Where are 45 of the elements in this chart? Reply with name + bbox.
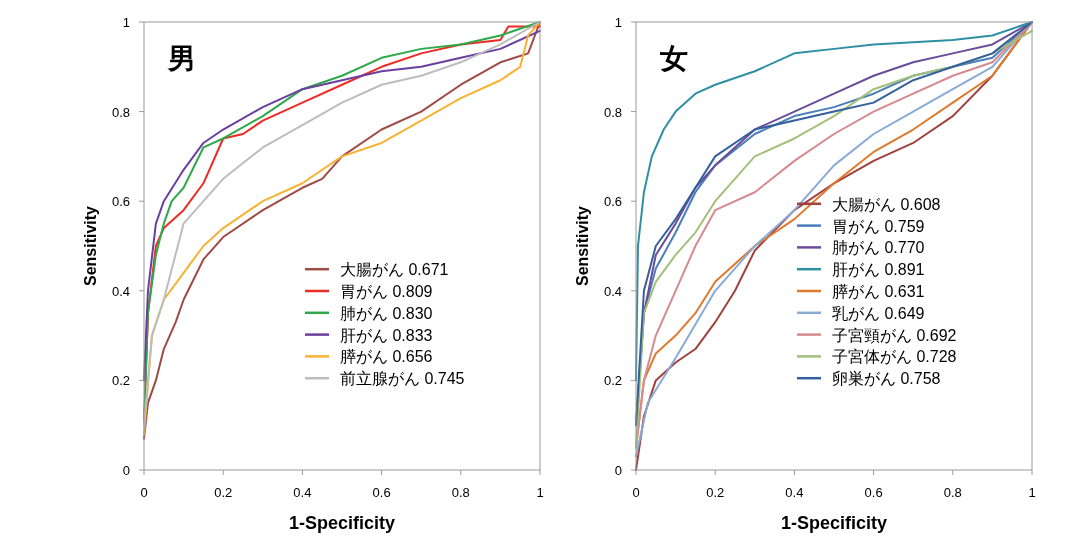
x-tick-label: 0.6 xyxy=(864,485,883,500)
legend-label: 肺がん 0.830 xyxy=(340,304,433,322)
legend-label: 胃がん 0.759 xyxy=(832,217,925,235)
legend-label: 子宮頸がん 0.692 xyxy=(832,326,957,344)
y-tick-label: 0 xyxy=(122,463,130,478)
legend-label: 大腸がん 0.608 xyxy=(832,195,941,213)
x-axis-title: 1-Specificity xyxy=(780,513,888,533)
x-axis-title: 1-Specificity xyxy=(288,513,396,533)
legend-label: 膵がん 0.656 xyxy=(340,348,433,366)
x-tick-label: 1 xyxy=(536,485,544,500)
y-tick-label: 0.6 xyxy=(111,194,130,210)
x-tick-label: 0.2 xyxy=(706,485,725,500)
y-tick-label: 0.2 xyxy=(603,373,622,389)
legend-label: 肝がん 0.891 xyxy=(832,261,925,279)
y-tick-label: 0.2 xyxy=(111,373,130,389)
x-tick-label: 0.2 xyxy=(214,485,233,500)
legend-label: 大腸がん 0.671 xyxy=(340,261,449,279)
y-tick-label: 0 xyxy=(614,463,622,478)
y-tick-label: 1 xyxy=(122,15,130,30)
y-axis-title: Sensitivity xyxy=(82,205,99,287)
text: 女 xyxy=(659,43,688,74)
x-tick-label: 0 xyxy=(632,485,640,500)
y-tick-label: 0.8 xyxy=(111,104,130,120)
y-tick-label: 0.8 xyxy=(603,104,622,120)
x-tick-label: 0.6 xyxy=(372,485,391,500)
text: 男 xyxy=(167,43,196,74)
legend-label: 肺がん 0.770 xyxy=(832,239,925,257)
y-tick-label: 1 xyxy=(614,15,622,30)
x-tick-label: 0 xyxy=(140,485,148,500)
y-tick-label: 0.4 xyxy=(111,283,130,299)
legend-label: 乳がん 0.649 xyxy=(832,304,925,322)
legend-label: 肝がん 0.833 xyxy=(340,326,433,344)
x-tick-label: 0.8 xyxy=(451,485,470,500)
x-tick-label: 0.4 xyxy=(293,485,312,500)
legend-label: 前立腺がん 0.745 xyxy=(340,370,465,388)
x-tick-label: 1 xyxy=(1028,485,1036,500)
y-tick-label: 0.4 xyxy=(603,283,622,299)
legend-label: 子宮体がん 0.728 xyxy=(832,348,957,366)
y-axis-title: Sensitivity xyxy=(574,205,591,287)
legend-label: 膵がん 0.631 xyxy=(832,283,925,300)
legend-label: 卵巣がん 0.758 xyxy=(832,370,941,388)
x-tick-label: 0.8 xyxy=(943,485,962,500)
legend-label: 胃がん 0.809 xyxy=(340,283,433,300)
y-tick-label: 0.6 xyxy=(603,194,622,210)
x-tick-label: 0.4 xyxy=(785,485,804,500)
